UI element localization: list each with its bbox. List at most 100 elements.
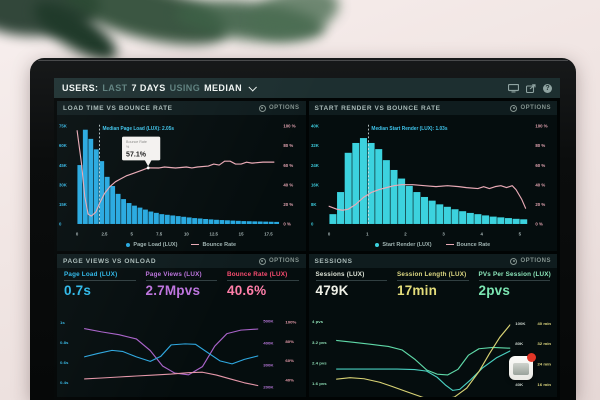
svg-text:0 %: 0 % (535, 222, 542, 227)
svg-text:1s: 1s (60, 320, 66, 325)
svg-text:80K: 80K (515, 341, 523, 346)
svg-text:57.1%: 57.1% (126, 149, 146, 158)
svg-text:0: 0 (311, 222, 314, 227)
svg-text:24 min: 24 min (537, 362, 551, 367)
svg-text:40 min: 40 min (537, 321, 551, 326)
svg-text:17.5: 17.5 (264, 231, 273, 236)
panel-header: START RENDER VS BOUNCE RATE OPTIONS (308, 101, 557, 115)
svg-text:45K: 45K (59, 163, 68, 168)
svg-text:32K: 32K (311, 143, 320, 148)
title-segment: LAST (102, 83, 128, 93)
svg-text:40 %: 40 % (283, 182, 293, 187)
display-icon[interactable] (508, 83, 519, 93)
svg-text:5: 5 (518, 231, 521, 236)
metric-value: 2pvs (478, 283, 511, 298)
svg-text:2.5: 2.5 (101, 231, 107, 236)
screenshot-thumbnail-overlay[interactable] (509, 353, 536, 380)
metric-strip: Sessions (LUX) 479K Session Length (LUX)… (309, 268, 558, 308)
metric-label: Bounce Rate (LUX) (227, 271, 299, 281)
title-segment: USERS: (62, 83, 99, 93)
legend-item-start-render[interactable]: Start Render (LUX) (375, 241, 432, 248)
svg-text:16 min: 16 min (537, 382, 551, 387)
svg-text:200K: 200K (263, 385, 273, 390)
legend-item-bounce-rate[interactable]: Bounce Rate (445, 242, 490, 248)
svg-text:40%: 40% (285, 378, 294, 383)
svg-text:100K: 100K (515, 321, 525, 326)
notification-badge (527, 353, 536, 362)
svg-text:80 %: 80 % (283, 143, 293, 148)
panel-title: START RENDER VS BOUNCE RATE (314, 104, 441, 112)
legend-line-icon (191, 243, 200, 246)
svg-text:8K: 8K (311, 202, 317, 207)
svg-text:60 %: 60 % (535, 163, 545, 168)
legend-item-page-load[interactable]: Page Load (LUX) (126, 242, 177, 248)
svg-text:500K: 500K (263, 319, 273, 324)
title-segment: MEDIAN (204, 83, 243, 93)
svg-text:40 %: 40 % (535, 182, 545, 187)
options-button[interactable]: OPTIONS (258, 104, 300, 112)
chevron-down-icon (248, 83, 257, 92)
options-button[interactable]: OPTIONS (510, 257, 551, 265)
options-button[interactable]: OPTIONS (258, 257, 300, 265)
panel-header: PAGE VIEWS VS ONLOAD OPTIONS (57, 254, 306, 268)
legend-label: Page Load (LUX) (133, 241, 178, 248)
export-icon[interactable] (526, 83, 536, 93)
svg-text:1: 1 (366, 231, 369, 236)
panel-page-views-vs-onload: PAGE VIEWS VS ONLOAD OPTIONS Page Load (… (57, 254, 306, 397)
svg-text:0.4s: 0.4s (60, 380, 69, 385)
svg-text:5: 5 (131, 231, 134, 236)
metric-label: Page Views (LUX) (145, 271, 217, 281)
options-label: OPTIONS (268, 105, 300, 111)
svg-text:100 %: 100 % (283, 123, 295, 128)
options-button[interactable]: OPTIONS (510, 104, 551, 112)
svg-text:Bounce Rate: Bounce Rate (126, 140, 147, 144)
options-label: OPTIONS (520, 258, 551, 264)
options-label: OPTIONS (268, 258, 300, 264)
metric-strip: Page Load (LUX) 0.7s Page Views (LUX) 2.… (57, 268, 306, 308)
svg-text:15K: 15K (59, 202, 68, 207)
svg-text:2: 2 (404, 231, 407, 236)
svg-text:2.4 pvs: 2.4 pvs (312, 361, 327, 366)
svg-text:24K: 24K (311, 163, 320, 168)
svg-text:16K: 16K (311, 182, 320, 187)
dashboard-grid: LOAD TIME VS BOUNCE RATE OPTIONS 75K 60K 4… (54, 98, 560, 400)
topbar-icons: ? (508, 83, 552, 93)
svg-text:0: 0 (327, 231, 330, 236)
help-icon[interactable]: ? (543, 83, 552, 93)
svg-text:3: 3 (442, 231, 445, 236)
svg-text:12.5: 12.5 (210, 231, 219, 236)
svg-text:15: 15 (239, 231, 244, 236)
thumbnail-image (513, 363, 529, 375)
legend-line-icon (445, 243, 454, 246)
svg-text:60K: 60K (59, 143, 68, 148)
options-label: OPTIONS (520, 105, 551, 111)
metric-value: 2.7Mpvs (145, 283, 201, 298)
metric-value: 40.6% (227, 283, 267, 298)
svg-text:100 %: 100 % (535, 123, 547, 128)
svg-text:Median Start Render (LUX): 1.0: Median Start Render (LUX): 1.03s (371, 126, 447, 132)
users-median-dropdown[interactable]: USERS: LAST 7 DAYS USING MEDIAN (62, 83, 257, 93)
title-segment: 7 DAYS (131, 83, 166, 93)
svg-text:20 %: 20 % (535, 202, 545, 207)
legend-dot-icon (126, 242, 131, 247)
svg-text:100%: 100% (285, 320, 296, 325)
gear-icon (258, 257, 266, 265)
svg-text:0.8s: 0.8s (60, 340, 69, 345)
svg-text:400K: 400K (263, 341, 273, 346)
legend-label: Start Render (LUX) (382, 241, 432, 248)
metric-value: 479K (315, 283, 349, 298)
svg-text:0: 0 (59, 222, 62, 227)
legend-dot-icon (375, 242, 380, 247)
metric-label: Session Length (LUX) (397, 271, 469, 281)
start-render-histogram-chart: 40K 32K 24K 16K 8K 0 100 % 80 % 60 % 40 % 20 % 0 % 0… (309, 115, 558, 238)
svg-text:0: 0 (76, 231, 79, 236)
svg-text:4 pvs: 4 pvs (312, 319, 324, 324)
dashboard-screen: USERS: LAST 7 DAYS USING MEDIAN ? (54, 78, 560, 400)
metric-page-views: Page Views (LUX) 2.7Mpvs (145, 271, 217, 307)
legend-item-bounce-rate[interactable]: Bounce Rate (191, 242, 236, 248)
svg-text:80%: 80% (285, 339, 294, 344)
svg-text:3.2 pvs: 3.2 pvs (312, 340, 327, 345)
gear-icon (510, 104, 518, 112)
